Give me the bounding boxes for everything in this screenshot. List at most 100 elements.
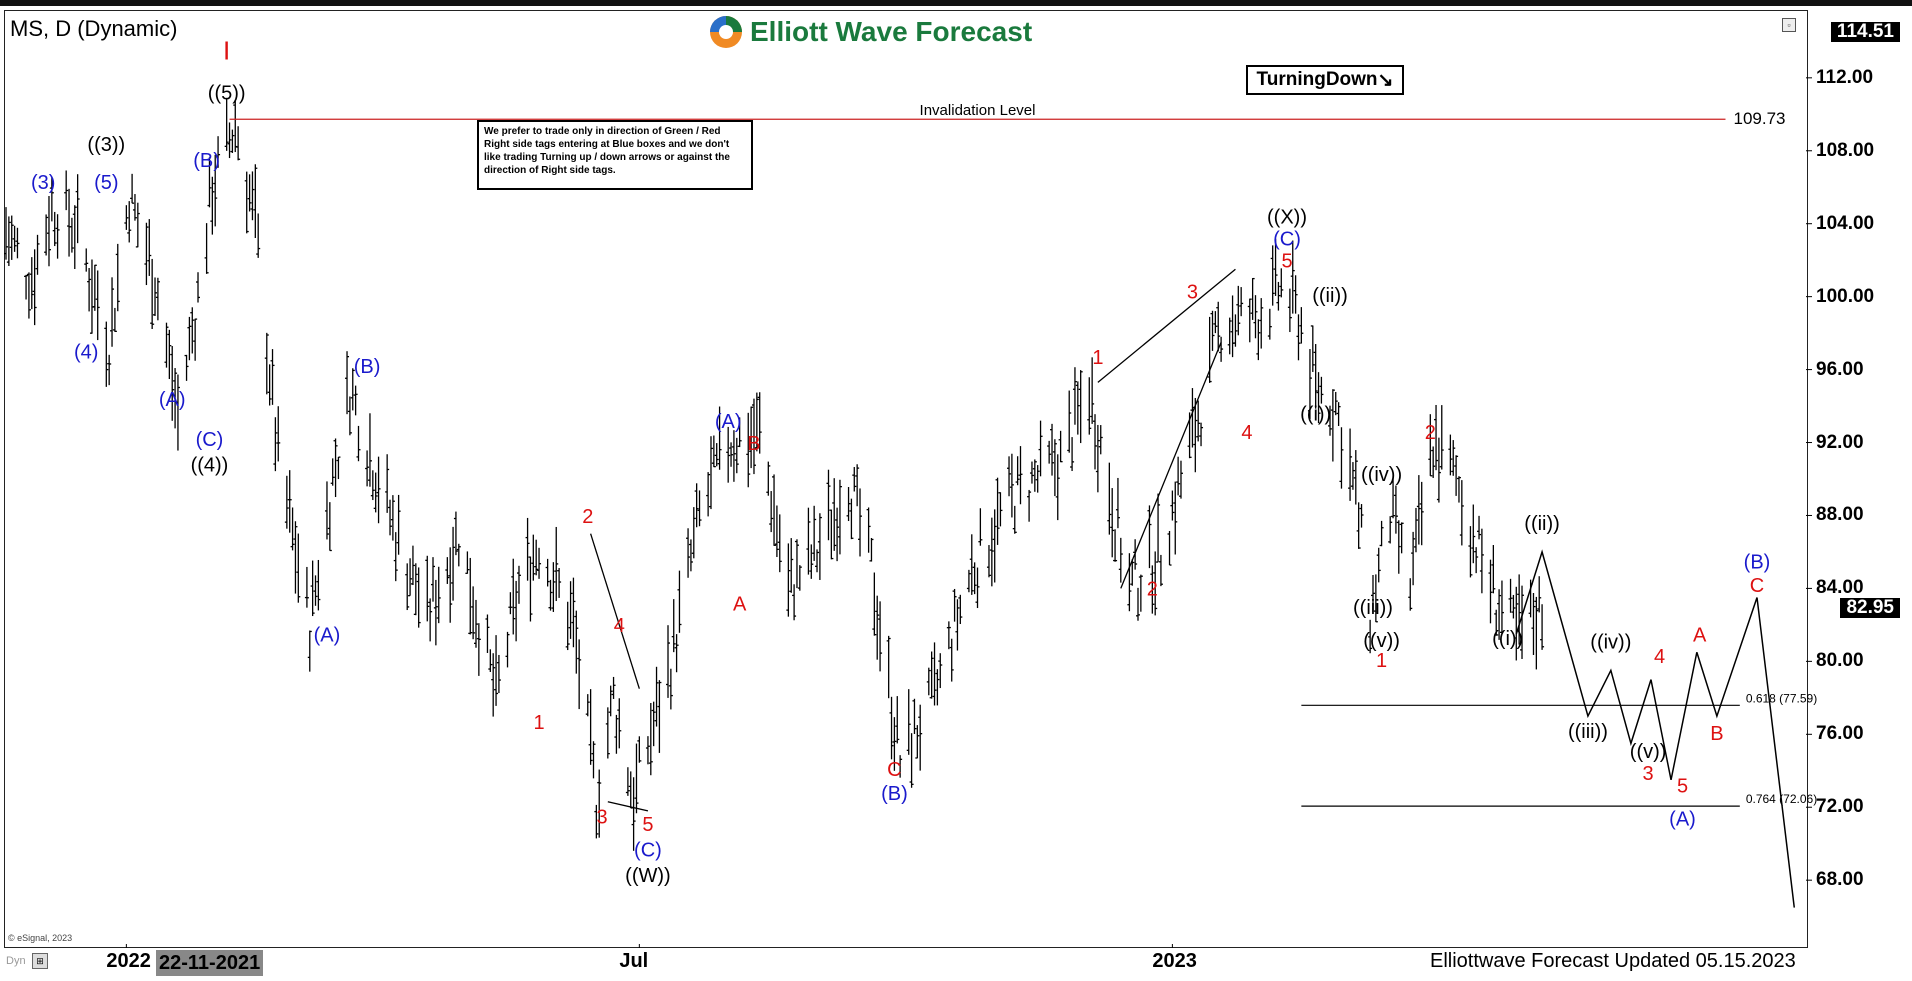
wave-label: ((iv))	[1590, 632, 1631, 654]
ohlc-bar	[213, 154, 218, 227]
ohlc-bar	[1216, 301, 1221, 352]
chart-settings-icon[interactable]: ⊞	[32, 953, 48, 969]
ohlc-bar	[525, 517, 530, 581]
wave-label: (5)	[94, 172, 118, 194]
ohlc-bar	[104, 321, 109, 387]
ohlc-bar	[554, 526, 559, 602]
ohlc-bar	[846, 487, 851, 522]
ohlc-bar	[938, 653, 943, 689]
ohlc-bar	[608, 685, 613, 717]
ohlc-bar	[224, 97, 229, 151]
logo: Elliott Wave Forecast	[708, 12, 1032, 52]
ohlc-bar	[370, 470, 375, 501]
ohlc-bar	[1087, 377, 1092, 435]
ohlc-bar	[431, 557, 436, 602]
ohlc-bar	[708, 436, 713, 510]
y-tick-label: 104.00	[1816, 212, 1875, 234]
ohlc-bar	[330, 458, 335, 486]
y-tick-label: 88.00	[1816, 504, 1864, 526]
ohlc-bar	[751, 398, 756, 475]
logo-text: Elliott Wave Forecast	[750, 16, 1033, 47]
ohlc-bar	[408, 558, 413, 597]
ohlc-bar	[1135, 587, 1140, 621]
ohlc-bar	[872, 572, 877, 636]
ohlc-bar	[296, 533, 301, 603]
wave-label: (B)	[881, 783, 908, 805]
ohlc-bar	[734, 437, 739, 474]
ohlc-bar	[336, 456, 341, 480]
ohlc-bar	[1210, 310, 1215, 351]
y-tick-label: 96.00	[1816, 358, 1864, 380]
ohlc-bar	[531, 534, 536, 581]
ohlc-bar	[453, 511, 458, 556]
wave-label: A	[733, 593, 747, 615]
ohlc-bar	[1373, 574, 1378, 623]
ohlc-bar	[496, 654, 501, 694]
invalidation-label: Invalidation Level	[920, 102, 1036, 119]
ohlc-bar	[307, 630, 312, 672]
ohlc-bar	[1115, 477, 1120, 529]
ohlc-bar	[992, 509, 997, 583]
ohlc-bar	[1110, 488, 1115, 558]
ohlc-bar	[528, 556, 533, 622]
ohlc-bar	[794, 539, 799, 589]
wave-label: C	[1750, 575, 1764, 597]
ohlc-bar	[12, 225, 17, 252]
ohlc-bar	[1219, 336, 1224, 362]
ohlc-bar	[1408, 578, 1413, 611]
ohlc-bar	[1319, 376, 1324, 404]
ohlc-bar	[697, 490, 702, 527]
ohlc-bar	[1007, 456, 1012, 497]
copyright: © eSignal, 2023	[8, 933, 73, 943]
ohlc-bar	[456, 543, 461, 567]
ohlc-bar	[1293, 275, 1298, 314]
ohlc-bar	[1508, 578, 1513, 613]
ohlc-bar	[645, 736, 650, 765]
ohlc-bar	[29, 257, 34, 310]
ohlc-bar	[1156, 493, 1161, 563]
ohlc-bar	[1537, 576, 1542, 613]
ohlc-bar	[1093, 414, 1098, 470]
ohlc-bar	[1310, 325, 1315, 372]
ohlc-bar	[485, 614, 490, 653]
ohlc-bar	[1290, 240, 1295, 314]
fib-level-label: 0.618 (77.59)	[1746, 691, 1817, 705]
ohlc-bar	[1511, 594, 1516, 619]
ohlc-bar	[465, 551, 470, 574]
wave-label: 5	[642, 814, 653, 836]
chart-plot-area[interactable]	[4, 10, 1808, 948]
ohlc-bar	[324, 481, 329, 540]
ohlc-bar	[1333, 391, 1338, 416]
ohlc-bar	[832, 478, 837, 551]
ohlc-bar	[175, 374, 180, 451]
ohlc-bar	[671, 599, 676, 653]
ohlc-bar	[75, 174, 80, 244]
ohlc-bar	[611, 676, 616, 699]
ohlc-bar	[1428, 414, 1433, 477]
ohlc-bar	[284, 475, 289, 529]
ohlc-bar	[1376, 547, 1381, 583]
wave-label: ((W))	[625, 865, 671, 887]
ohlc-bar	[1419, 481, 1424, 546]
ohlc-bar	[551, 562, 556, 612]
ohlc-bar	[1190, 388, 1195, 448]
ohlc-bar	[1413, 507, 1418, 553]
ohlc-bar	[1479, 528, 1484, 594]
ohlc-bar	[345, 351, 350, 415]
ohlc-bar	[995, 477, 1000, 545]
ohlc-bar	[1233, 314, 1238, 347]
ohlc-bar	[95, 270, 100, 341]
ohlc-bar	[998, 492, 1003, 527]
ohlc-bar	[1531, 592, 1536, 655]
window-restore-icon[interactable]: ▫	[1782, 18, 1796, 32]
ohlc-bar	[1477, 515, 1482, 540]
ohlc-bar	[1279, 268, 1284, 298]
ohlc-bar	[1032, 459, 1037, 492]
ohlc-bar	[797, 565, 802, 591]
ohlc-bar	[250, 171, 255, 221]
wave-label: ((ii))	[1312, 285, 1348, 307]
wave-label: ((X))	[1267, 207, 1307, 229]
ohlc-bar	[150, 258, 155, 330]
ohlc-bar	[356, 425, 361, 462]
